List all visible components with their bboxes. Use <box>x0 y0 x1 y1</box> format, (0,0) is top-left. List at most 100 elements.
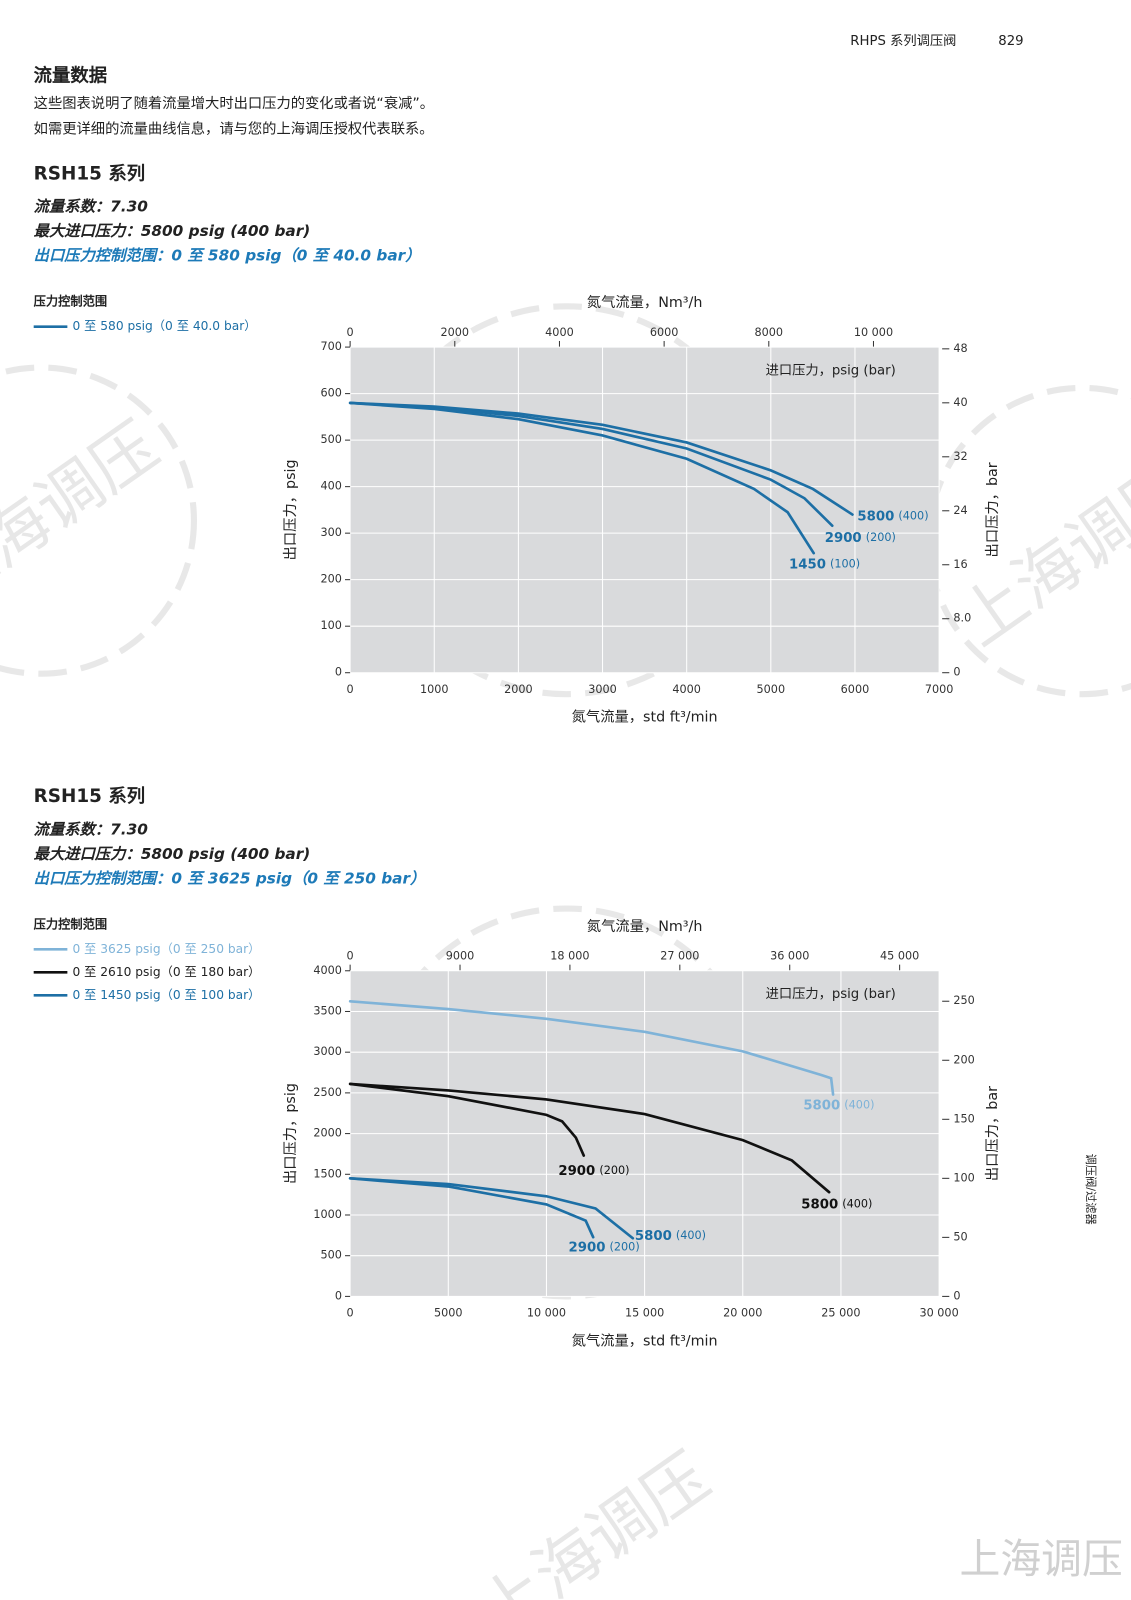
x-tick-label: 5000 <box>757 683 786 696</box>
x-tick-label: 15 000 <box>625 1307 664 1320</box>
watermark: 上海调压 <box>960 1535 1123 1583</box>
y-tick-label: 3000 <box>313 1045 342 1058</box>
y2-tick-label: 0 <box>953 666 960 679</box>
plot-area <box>350 347 940 673</box>
spec: 出口压力控制范围：0 至 580 psig（0 至 40.0 bar） <box>34 247 421 265</box>
y-tick-label: 3500 <box>313 1004 342 1017</box>
side-tab: 调压阀/过滤器 <box>1084 1154 1098 1225</box>
y-tick-label: 200 <box>321 573 342 586</box>
y-tick-label: 300 <box>321 526 342 539</box>
series-label-note: (400) <box>676 1229 706 1242</box>
x-tick-label: 1000 <box>420 683 449 696</box>
watermark: 上海调压 <box>466 1439 724 1600</box>
x-tick-label: 30 000 <box>919 1307 958 1320</box>
series-line <box>348 401 834 528</box>
series-label-note: (200) <box>610 1240 640 1253</box>
x-tick-label: 6000 <box>841 683 870 696</box>
spec: 最大进口压力：5800 psig (400 bar) <box>34 845 311 863</box>
spec: 出口压力控制范围：0 至 3625 psig（0 至 250 bar） <box>34 869 426 887</box>
legend-title: 压力控制范围 <box>34 294 107 309</box>
series-label: 2900 (200) <box>558 1164 629 1179</box>
y-tick-label: 100 <box>321 619 342 632</box>
legend-label: 0 至 1450 psig（0 至 100 bar） <box>72 988 260 1002</box>
series-line <box>348 1082 831 1194</box>
intro-title: 流量数据 <box>34 65 107 87</box>
series-label-name: 5800 <box>801 1198 838 1213</box>
x-tick-label: 5000 <box>434 1307 463 1320</box>
watermark: 上海调压 <box>946 449 1131 661</box>
x-tick-label: 25 000 <box>821 1307 860 1320</box>
intro-line: 如需更详细的流量曲线信息，请与您的上海调压授权代表联系。 <box>34 121 434 138</box>
y2-tick-label: 16 <box>953 558 967 571</box>
series-label: 2900 (200) <box>825 531 896 546</box>
page-number: 829 <box>998 34 1023 49</box>
watermark-ring <box>0 364 197 677</box>
y2-axis-label: 出口压力，bar <box>984 462 1001 557</box>
y2-tick-label: 8.0 <box>953 612 971 625</box>
y-tick-label: 400 <box>321 480 342 493</box>
series-label-note: (200) <box>866 531 896 544</box>
series-label-name: 2900 <box>825 531 862 546</box>
x2-tick-label: 8000 <box>755 326 784 339</box>
series-label-name: 2900 <box>569 1240 606 1255</box>
x-tick-label: 3000 <box>588 683 617 696</box>
series-label-name: 5800 <box>857 510 894 525</box>
x2-tick-label: 0 <box>347 949 354 962</box>
intro-line: 这些图表说明了随着流量增大时出口压力的变化或者说“衰减”。 <box>34 95 434 112</box>
series-line <box>348 1082 586 1157</box>
y-tick-label: 2000 <box>313 1127 342 1140</box>
x2-axis-label: 氮气流量，Nm³/h <box>587 918 703 935</box>
y-tick-label: 0 <box>335 666 342 679</box>
series-label-name: 2900 <box>558 1164 595 1179</box>
x2-tick-label: 9000 <box>446 949 475 962</box>
x2-axis-label: 氮气流量，Nm³/h <box>587 294 703 311</box>
series-label-note: (100) <box>830 558 860 571</box>
y2-tick-label: 50 <box>953 1230 967 1243</box>
y-tick-label: 1500 <box>313 1167 342 1180</box>
y2-tick-label: 32 <box>953 450 967 463</box>
x2-tick-label: 10 000 <box>854 326 893 339</box>
y2-tick-label: 250 <box>953 994 974 1007</box>
series-label-note: (400) <box>898 510 928 523</box>
y-tick-label: 1000 <box>313 1208 342 1221</box>
x2-tick-label: 18 000 <box>550 949 589 962</box>
section-title: RSH15 系列 <box>34 164 145 185</box>
spec: 最大进口压力：5800 psig (400 bar) <box>34 222 311 240</box>
section-title: RSH15 系列 <box>34 786 145 807</box>
x-tick-label: 10 000 <box>527 1307 566 1320</box>
series-label-name: 1450 <box>789 558 826 573</box>
series-line <box>348 1177 635 1240</box>
x2-tick-label: 0 <box>347 326 354 339</box>
header-series: RHPS 系列调压阀 <box>850 33 956 49</box>
x2-tick-label: 4000 <box>545 326 574 339</box>
series-label: 5800 (400) <box>803 1099 874 1114</box>
x2-tick-label: 36 000 <box>770 949 809 962</box>
series-line <box>348 999 835 1096</box>
series-label: 2900 (200) <box>569 1240 640 1255</box>
y-axis-label: 出口压力，psig <box>282 459 299 560</box>
y-tick-label: 700 <box>321 340 342 353</box>
y2-tick-label: 0 <box>953 1289 960 1302</box>
series-label: 5800 (400) <box>857 510 928 525</box>
y-axis-label: 出口压力，psig <box>282 1083 299 1184</box>
x-tick-label: 7000 <box>925 683 954 696</box>
series-label-note: (400) <box>842 1198 872 1211</box>
series-label-name: 5800 <box>635 1229 672 1244</box>
x2-tick-label: 45 000 <box>880 949 919 962</box>
series-line <box>348 1177 595 1239</box>
x2-tick-label: 27 000 <box>660 949 699 962</box>
y2-tick-label: 100 <box>953 1171 974 1184</box>
watermark: 上海调压 <box>0 408 172 620</box>
series-label-note: (400) <box>844 1099 874 1112</box>
spec: 流量系数：7.30 <box>34 820 149 838</box>
series-label-note: (200) <box>599 1164 629 1177</box>
legend-label: 0 至 2610 psig（0 至 180 bar） <box>72 965 260 979</box>
x-tick-label: 4000 <box>672 683 701 696</box>
x-axis-label: 氮气流量，std ft³/min <box>572 709 718 726</box>
series-label: 1450 (100) <box>789 558 860 573</box>
annotation: 进口压力，psig (bar) <box>766 363 896 379</box>
